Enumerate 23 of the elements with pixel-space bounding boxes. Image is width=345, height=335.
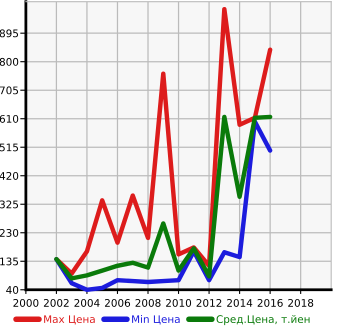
x-tick-label: 2014 <box>227 298 252 307</box>
y-tick-label: 705 <box>0 86 18 94</box>
y-tick-label: 420 <box>0 172 18 180</box>
y-tick-label: 800 <box>0 58 18 66</box>
y-tick-label: 895 <box>0 29 18 38</box>
x-tick-label: 2016 <box>258 298 283 307</box>
y-tick-label: 325 <box>0 200 18 208</box>
y-tick-label: 515 <box>0 144 18 152</box>
y-tick-label: 40 <box>6 286 18 294</box>
x-tick-label: 2010 <box>166 298 192 307</box>
x-tick-label: 2018 <box>288 298 314 307</box>
x-tick-label: 2012 <box>196 298 222 307</box>
x-tick-label: 2006 <box>104 298 130 307</box>
legend-label: Max Цена <box>44 315 95 325</box>
x-tick-label: 2008 <box>136 298 161 307</box>
legend-label: Сред.Цена, т.йен <box>216 315 310 326</box>
y-tick-label: 135 <box>0 257 18 266</box>
legend-label: Min Цена <box>132 314 180 325</box>
y-tick-label: 230 <box>0 228 18 237</box>
x-tick-label: 2002 <box>44 298 69 307</box>
x-tick-label: 2000 <box>13 298 38 307</box>
y-tick-label: 610 <box>0 114 18 123</box>
x-tick-label: 2004 <box>74 298 100 307</box>
